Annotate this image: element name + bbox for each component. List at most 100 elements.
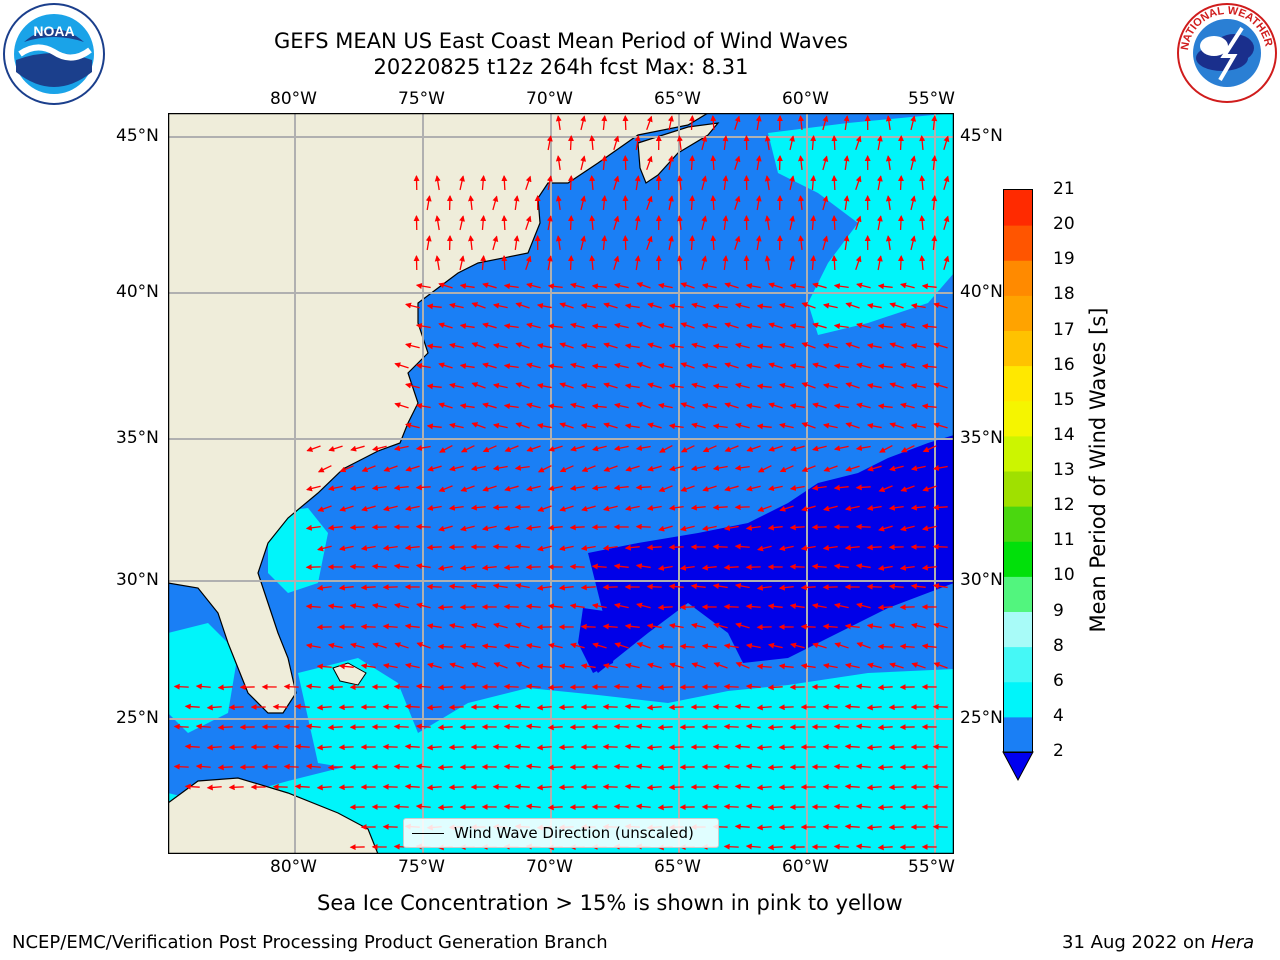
- wave-direction-arrow: [646, 583, 662, 590]
- wave-direction-arrow: [778, 744, 794, 751]
- wave-direction-arrow: [932, 543, 948, 550]
- wave-direction-arrow: [426, 423, 442, 430]
- wave-direction-arrow: [415, 683, 431, 690]
- wave-direction-arrow: [789, 403, 805, 410]
- wave-direction-arrow: [591, 283, 607, 290]
- wave-region-cyan-florida: [268, 508, 328, 593]
- wave-direction-arrow: [415, 445, 431, 451]
- wave-direction-arrow: [404, 623, 420, 630]
- wave-direction-arrow: [724, 322, 739, 329]
- wave-direction-arrow: [680, 485, 695, 492]
- wave-direction-arrow: [723, 683, 739, 690]
- wave-direction-arrow: [712, 583, 728, 590]
- wave-direction-arrow: [536, 704, 552, 711]
- wave-direction-arrow: [327, 764, 343, 771]
- wave-direction-arrow: [283, 723, 299, 730]
- wave-direction-arrow: [228, 784, 244, 791]
- wave-direction-arrow: [184, 743, 200, 750]
- wave-direction-arrow: [866, 422, 882, 429]
- wave-direction-arrow: [613, 602, 629, 609]
- wave-direction-arrow: [866, 544, 882, 551]
- wave-direction-arrow: [745, 524, 761, 531]
- wave-direction-arrow: [910, 465, 926, 472]
- legend-label: Wind Wave Direction (unscaled): [454, 824, 694, 842]
- wave-direction-arrow: [723, 564, 739, 571]
- wave-direction-arrow: [635, 723, 651, 730]
- wave-direction-arrow: [349, 563, 365, 570]
- wave-direction-arrow: [789, 283, 805, 290]
- wave-direction-arrow: [822, 195, 829, 211]
- wave-direction-arrow: [657, 282, 673, 289]
- wave-direction-arrow: [801, 505, 816, 512]
- wave-direction-arrow: [713, 622, 728, 629]
- wave-direction-arrow: [425, 235, 432, 251]
- wave-direction-arrow: [723, 843, 739, 850]
- wave-direction-arrow: [416, 642, 431, 649]
- wave-direction-arrow: [625, 465, 640, 472]
- wave-direction-arrow: [691, 342, 706, 349]
- wave-direction-arrow: [712, 423, 728, 430]
- wave-direction-arrow: [679, 564, 695, 571]
- wave-direction-arrow: [723, 643, 739, 650]
- wave-direction-arrow: [921, 643, 937, 650]
- wave-direction-arrow: [634, 215, 641, 231]
- wave-direction-arrow: [856, 362, 871, 369]
- sea-ice-note: Sea Ice Concentration > 15% is shown in …: [317, 891, 903, 915]
- wave-direction-arrow: [722, 175, 729, 191]
- wave-direction-arrow: [701, 564, 717, 571]
- wave-direction-arrow: [434, 255, 441, 271]
- wave-direction-arrow: [897, 255, 904, 271]
- wave-direction-arrow: [558, 545, 574, 552]
- wave-direction-arrow: [885, 155, 892, 171]
- wave-direction-arrow: [382, 623, 398, 630]
- wave-direction-arrow: [580, 663, 596, 670]
- wave-direction-arrow: [710, 155, 717, 171]
- wave-direction-arrow: [877, 764, 893, 771]
- wave-direction-arrow: [767, 764, 783, 771]
- wave-direction-arrow: [812, 322, 827, 329]
- wave-direction-arrow: [559, 342, 574, 349]
- wave-direction-arrow: [885, 235, 892, 251]
- wave-direction-arrow: [789, 563, 805, 570]
- wave-direction-arrow: [206, 744, 222, 751]
- wave-direction-arrow: [448, 302, 464, 309]
- wave-direction-arrow: [856, 322, 871, 329]
- lon-label-bottom: 55°W: [908, 857, 955, 877]
- wave-direction-arrow: [349, 485, 365, 491]
- wave-direction-arrow: [503, 683, 519, 690]
- wave-direction-arrow: [646, 155, 653, 171]
- colorbar-band: [1004, 225, 1032, 261]
- wave-direction-arrow: [173, 683, 189, 690]
- wave-direction-arrow: [801, 422, 816, 429]
- wave-direction-arrow: [316, 744, 332, 751]
- colorbar-border: [1003, 189, 1033, 753]
- wave-direction-arrow: [897, 215, 904, 231]
- wave-direction-arrow: [470, 465, 486, 472]
- wave-direction-arrow: [459, 403, 475, 410]
- wave-direction-arrow: [405, 382, 420, 389]
- wave-direction-arrow: [723, 525, 739, 531]
- wave-direction-arrow: [559, 505, 574, 512]
- wave-direction-arrow: [460, 525, 475, 532]
- wave-direction-arrow: [910, 622, 926, 629]
- wave-direction-arrow: [526, 362, 541, 369]
- wave-direction-arrow: [394, 642, 409, 649]
- wave-direction-arrow: [569, 524, 585, 531]
- wave-direction-arrow: [195, 683, 211, 690]
- wave-direction-arrow: [668, 423, 684, 430]
- wave-direction-arrow: [624, 743, 640, 750]
- wave-direction-arrow: [845, 465, 860, 472]
- wave-direction-arrow: [567, 175, 574, 191]
- wave-direction-arrow: [866, 382, 882, 389]
- wave-direction-arrow: [525, 603, 541, 610]
- wave-direction-arrow: [931, 115, 938, 131]
- wave-direction-arrow: [933, 382, 948, 389]
- lat-label-left: 30°N: [116, 570, 159, 590]
- wave-direction-arrow: [537, 505, 552, 512]
- wave-direction-arrow: [305, 524, 321, 531]
- wave-direction-arrow: [712, 504, 728, 511]
- lat-label-left: 40°N: [116, 282, 159, 302]
- wave-direction-arrow: [492, 302, 508, 309]
- wave-direction-arrow: [712, 465, 728, 471]
- wave-direction-arrow: [856, 402, 871, 409]
